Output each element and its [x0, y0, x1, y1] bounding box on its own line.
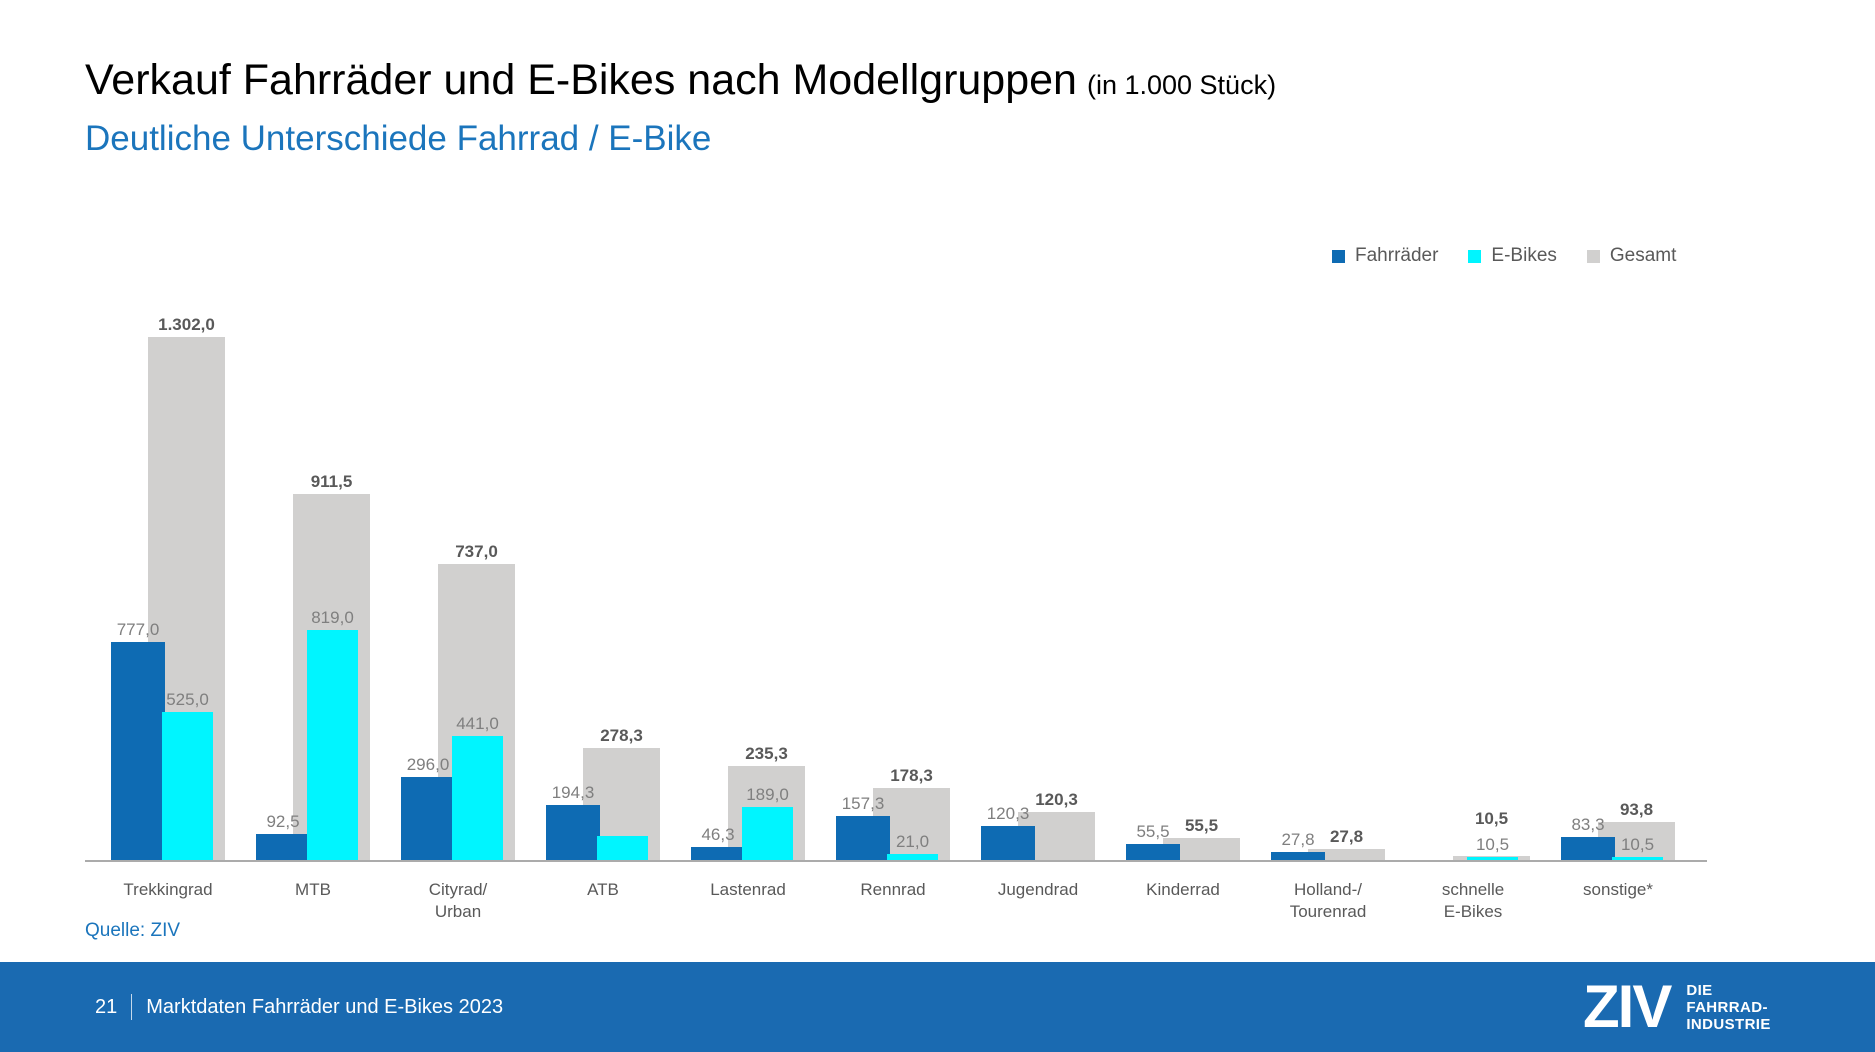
value-label-fahrraeder-trekkingrad: 777,0 [116, 620, 160, 639]
category-label-cityrad-urban: Cityrad/ Urban [428, 880, 488, 921]
value-label-gesamt-atb: 278,3 [600, 726, 643, 745]
bar-gesamt-kinderrad [1163, 838, 1240, 860]
value-label-ebikes-cityrad-urban: 441,0 [456, 714, 499, 733]
category-label-atb: ATB [587, 880, 619, 899]
legend-item-ebikes: E-Bikes [1468, 245, 1557, 267]
chart-legend: Fahrräder E-Bikes Gesamt [1332, 245, 1676, 267]
value-label-ebikes-lastenrad: 189,0 [746, 785, 789, 804]
ziv-logo-text: ZIV [1583, 973, 1672, 1040]
value-label-ebikes-rennrad: 21,0 [895, 832, 930, 851]
page-title-unit: (in 1.000 Stück) [1086, 70, 1277, 100]
legend-label-ebikes: E-Bikes [1491, 245, 1557, 266]
value-label-ebikes-schnelle-e-bikes: 10,5 [1475, 835, 1510, 854]
value-label-ebikes-trekkingrad: 525,0 [166, 690, 209, 709]
value-label-ebikes-sonstige-: 10,5 [1620, 835, 1655, 854]
source-note: Quelle: ZIV [85, 920, 181, 941]
value-label-fahrraeder-cityrad-urban: 296,0 [406, 755, 450, 774]
category-label-sonstige-: sonstige* [1583, 880, 1653, 899]
value-label-fahrraeder-kinderrad: 55,5 [1136, 822, 1170, 841]
bar-fahrraeder-kinderrad [1126, 844, 1180, 860]
category-label-rennrad: Rennrad [860, 880, 926, 899]
bar-ebikes-cityrad-urban [452, 736, 503, 860]
page-subtitle: Deutliche Unterschiede Fahrrad / E-Bike [85, 119, 712, 158]
bar-fahrraeder-trekkingrad [111, 642, 165, 860]
footer-caption: Marktdaten Fahrräder und E-Bikes 2023 [146, 995, 504, 1018]
value-label-fahrraeder-mtb: 92,5 [266, 812, 300, 831]
ziv-tagline-line: DIE [1686, 981, 1713, 999]
footer-bar: 21 Marktdaten Fahrräder und E-Bikes 2023… [0, 962, 1875, 1052]
bar-fahrraeder-jugendrad [981, 826, 1035, 860]
value-label-gesamt-cityrad-urban: 737,0 [455, 542, 498, 561]
value-label-fahrraeder-rennrad: 157,3 [841, 794, 885, 813]
bar-ebikes-schnelle-e-bikes [1467, 857, 1518, 860]
value-label-gesamt-sonstige-: 93,8 [1619, 800, 1654, 819]
value-label-ebikes-mtb: 819,0 [311, 608, 354, 627]
legend-item-fahrraeder: Fahrräder [1332, 245, 1438, 267]
value-label-fahrraeder-holland-tourenrad: 27,8 [1281, 830, 1315, 849]
value-label-gesamt-trekkingrad: 1.302,0 [158, 315, 215, 334]
value-label-gesamt-rennrad: 178,3 [890, 766, 933, 785]
bar-fahrraeder-atb [546, 805, 600, 860]
bar-fahrraeder-mtb [256, 834, 310, 860]
bar-fahrraeder-lastenrad [691, 847, 745, 860]
value-label-gesamt-kinderrad: 55,5 [1184, 816, 1219, 835]
ziv-tagline-line: INDUSTRIE [1686, 1015, 1771, 1033]
header: Verkauf Fahrräder und E-Bikes nach Model… [85, 56, 1276, 159]
category-label-mtb: MTB [295, 880, 331, 899]
legend-swatch-ebikes [1468, 249, 1482, 263]
bar-ebikes-trekkingrad [162, 712, 213, 860]
category-label-lastenrad: Lastenrad [710, 880, 786, 899]
ziv-tagline-line: FAHRRAD- [1686, 998, 1768, 1016]
value-label-fahrraeder-sonstige-: 83,3 [1571, 815, 1605, 834]
category-label-holland-tourenrad: Holland-/ Tourenrad [1289, 880, 1367, 921]
legend-label-gesamt: Gesamt [1609, 245, 1677, 266]
value-label-gesamt-lastenrad: 235,3 [745, 744, 788, 763]
bar-ebikes-atb [597, 836, 648, 860]
bar-ebikes-lastenrad [742, 807, 793, 860]
bar-fahrraeder-rennrad [836, 816, 890, 860]
legend-label-fahrraeder: Fahrräder [1355, 245, 1439, 266]
bar-fahrraeder-holland-tourenrad [1271, 852, 1325, 860]
category-label-trekkingrad: Trekkingrad [123, 880, 213, 899]
legend-swatch-gesamt [1586, 249, 1600, 263]
bar-gesamt-holland-tourenrad [1308, 849, 1385, 860]
bar-fahrraeder-cityrad-urban [401, 777, 455, 860]
value-label-fahrraeder-atb: 194,3 [551, 783, 595, 802]
ziv-logo: ZIV DIE FAHRRAD- INDUSTRIE [1583, 962, 1771, 1052]
footer-divider [131, 994, 133, 1020]
bar-ebikes-sonstige- [1612, 857, 1663, 860]
legend-swatch-fahrraeder [1332, 249, 1345, 263]
page-title: Verkauf Fahrräder und E-Bikes nach Model… [85, 56, 1276, 105]
footer-page-number: 21 [95, 995, 118, 1018]
bar-fahrraeder-sonstige- [1561, 837, 1615, 860]
page-title-text: Verkauf Fahrräder und E-Bikes nach Model… [85, 56, 1077, 104]
bar-ebikes-mtb [307, 630, 358, 860]
value-label-gesamt-holland-tourenrad: 27,8 [1329, 827, 1364, 846]
value-label-fahrraeder-jugendrad: 120,3 [986, 804, 1030, 823]
value-label-fahrraeder-lastenrad: 46,3 [701, 825, 735, 844]
category-label-schnelle-e-bikes: schnelle E-Bikes [1441, 880, 1505, 921]
footer-text: 21 Marktdaten Fahrräder und E-Bikes 2023 [95, 962, 503, 1052]
legend-item-gesamt: Gesamt [1586, 245, 1677, 267]
value-label-gesamt-mtb: 911,5 [310, 472, 353, 491]
bar-ebikes-rennrad [887, 854, 938, 860]
category-label-jugendrad: Jugendrad [997, 880, 1079, 899]
value-label-gesamt-jugendrad: 120,3 [1035, 790, 1078, 809]
x-axis-line [85, 860, 1707, 862]
category-label-kinderrad: Kinderrad [1146, 880, 1220, 899]
value-label-gesamt-schnelle-e-bikes: 10,5 [1474, 809, 1509, 828]
ziv-logo-tagline: DIE FAHRRAD- INDUSTRIE [1686, 982, 1770, 1033]
